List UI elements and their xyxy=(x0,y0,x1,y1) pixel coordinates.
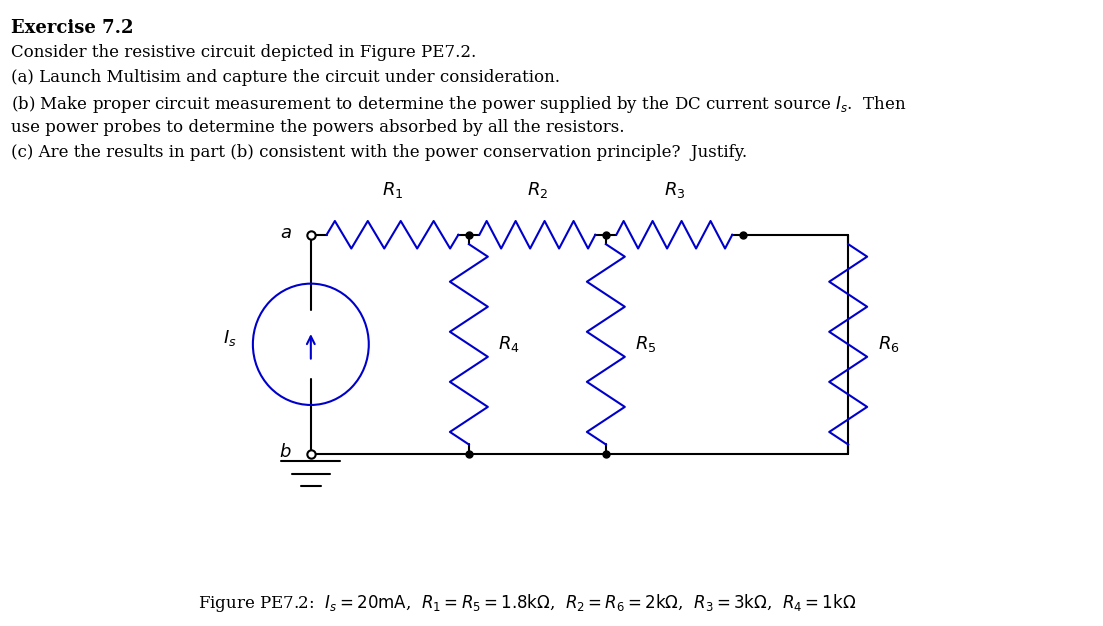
Text: Figure PE7.2:  $I_s = 20\mathrm{mA}$,  $R_1 = R_5 = 1.8\mathrm{k}\Omega$,  $R_2 : Figure PE7.2: $I_s = 20\mathrm{mA}$, $R_… xyxy=(197,592,856,613)
Text: $I_s$: $I_s$ xyxy=(224,328,237,348)
Text: (a) Launch Multisim and capture the circuit under consideration.: (a) Launch Multisim and capture the circ… xyxy=(11,69,559,86)
Text: $R_4$: $R_4$ xyxy=(499,334,521,354)
Text: (c) Are the results in part (b) consistent with the power conservation principle: (c) Are the results in part (b) consiste… xyxy=(11,144,747,161)
Text: $R_1$: $R_1$ xyxy=(382,180,404,200)
Text: $a$: $a$ xyxy=(280,224,292,242)
Text: Exercise 7.2: Exercise 7.2 xyxy=(11,19,133,37)
Text: (b) Make proper circuit measurement to determine the power supplied by the DC cu: (b) Make proper circuit measurement to d… xyxy=(11,94,907,115)
Text: use power probes to determine the powers absorbed by all the resistors.: use power probes to determine the powers… xyxy=(11,119,624,136)
Text: $R_5$: $R_5$ xyxy=(635,334,656,354)
Text: $R_3$: $R_3$ xyxy=(664,180,685,200)
Text: $R_2$: $R_2$ xyxy=(527,180,548,200)
Text: $R_6$: $R_6$ xyxy=(878,334,899,354)
Text: $b$: $b$ xyxy=(279,443,292,461)
Text: Consider the resistive circuit depicted in Figure PE7.2.: Consider the resistive circuit depicted … xyxy=(11,44,475,61)
